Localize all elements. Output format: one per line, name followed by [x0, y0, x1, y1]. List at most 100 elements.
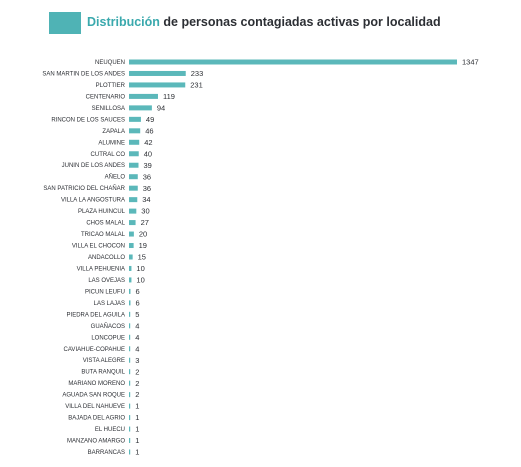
value-label: 2 — [135, 367, 139, 376]
category-label: NEUQUEN — [95, 60, 125, 66]
value-label: 1 — [135, 402, 139, 411]
category-label: CENTENARIO — [86, 94, 126, 100]
bar — [129, 185, 138, 191]
bar — [129, 59, 457, 65]
bar — [129, 265, 132, 271]
bar — [129, 70, 186, 76]
bar — [129, 197, 138, 203]
bar — [129, 334, 131, 340]
bar — [129, 426, 131, 432]
bar — [129, 162, 139, 168]
category-label: AÑELO — [105, 174, 126, 181]
category-label: CAVIAHUE-COPAHUE — [64, 347, 125, 353]
value-label: 6 — [135, 287, 139, 296]
bar — [129, 231, 134, 237]
bar — [129, 438, 131, 444]
category-label: MANZANO AMARGO — [67, 439, 125, 445]
value-label: 5 — [135, 310, 139, 319]
category-label: SAN PATRICIO DEL CHAÑAR — [43, 185, 125, 192]
bar — [129, 116, 141, 122]
category-label: VILLA EL CHOCON — [72, 244, 125, 250]
value-label: 1 — [135, 436, 139, 445]
bar — [129, 357, 131, 363]
category-label: EL HUECU — [95, 427, 125, 433]
category-label: ANDACOLLO — [88, 255, 125, 261]
bar — [129, 300, 131, 306]
value-label: 39 — [143, 161, 151, 170]
category-label: VILLA DEL NAHUEVE — [65, 404, 125, 410]
category-label: ZAPALA — [102, 129, 125, 135]
category-label: LAS LAJAS — [94, 301, 125, 307]
category-label: VISTA ALEGRE — [83, 358, 125, 364]
value-label: 1347 — [462, 58, 479, 67]
category-label: VILLA LA ANGOSTURA — [61, 198, 125, 204]
category-label: BAJADA DEL AGRIO — [68, 416, 125, 422]
category-label: PLOTTIER — [96, 83, 126, 89]
chart-title: Distribución de personas contagiadas act… — [87, 14, 441, 30]
category-label: SAN MARTIN DE LOS ANDES — [42, 71, 125, 77]
bar — [129, 128, 141, 134]
category-label: BARRANCAS — [88, 450, 125, 456]
bar — [129, 208, 137, 214]
category-label: CHOS MALAL — [86, 221, 125, 227]
category-label: RINCON DE LOS SAUCES — [51, 117, 125, 123]
bar — [129, 288, 131, 294]
value-label: 42 — [144, 138, 152, 147]
value-label: 1 — [135, 448, 139, 457]
category-label: LONCOPUE — [91, 335, 125, 341]
value-label: 119 — [163, 92, 175, 101]
category-label: AGUADA SAN ROQUE — [62, 393, 125, 399]
bar — [129, 403, 131, 409]
bar — [129, 277, 132, 283]
bar — [129, 220, 136, 226]
bar — [129, 139, 140, 145]
value-label: 233 — [191, 69, 204, 78]
value-label: 231 — [190, 81, 203, 90]
category-label: PIEDRA DEL AGUILA — [67, 312, 125, 318]
value-label: 36 — [143, 184, 151, 193]
value-label: 6 — [135, 298, 139, 307]
value-label: 10 — [136, 276, 144, 285]
chart-title-accent: Distribución — [87, 15, 160, 29]
value-label: 2 — [135, 390, 139, 399]
category-label: CUTRAL CO — [91, 152, 126, 158]
category-label: JUNIN DE LOS ANDES — [62, 163, 125, 169]
value-label: 49 — [146, 115, 154, 124]
bar — [129, 174, 138, 180]
bar — [129, 151, 139, 157]
bar — [129, 323, 131, 329]
value-label: 4 — [135, 344, 139, 353]
category-label: LAS OVEJAS — [88, 278, 125, 284]
value-label: 2 — [135, 379, 139, 388]
category-label: GUAÑACOS — [91, 323, 125, 330]
value-label: 19 — [139, 241, 147, 250]
value-label: 94 — [157, 103, 165, 112]
value-label: 40 — [144, 149, 152, 158]
category-label: TRICAO MALAL — [81, 232, 126, 238]
category-label: SENILLOSA — [92, 106, 125, 112]
bar — [129, 105, 152, 111]
value-label: 4 — [135, 321, 139, 330]
bar — [129, 415, 131, 421]
bar — [129, 311, 131, 317]
value-label: 36 — [143, 172, 151, 181]
category-label: PICUN LEUFU — [85, 289, 125, 295]
value-label: 1 — [135, 413, 139, 422]
category-label: VILLA PEHUENIA — [77, 266, 125, 272]
bar — [129, 380, 131, 386]
value-label: 46 — [145, 126, 153, 135]
title-accent-bar — [49, 12, 81, 34]
value-label: 27 — [141, 218, 149, 227]
bar — [129, 369, 131, 375]
bar — [129, 254, 133, 260]
value-label: 10 — [136, 264, 144, 273]
category-label: ALUMINE — [98, 140, 125, 146]
bar — [129, 82, 186, 88]
value-label: 15 — [138, 253, 146, 262]
bar — [129, 243, 134, 249]
bar — [129, 93, 158, 99]
bar — [129, 346, 131, 352]
bar — [129, 449, 131, 455]
chart-title-rest: de personas contagiadas activas por loca… — [159, 15, 441, 29]
